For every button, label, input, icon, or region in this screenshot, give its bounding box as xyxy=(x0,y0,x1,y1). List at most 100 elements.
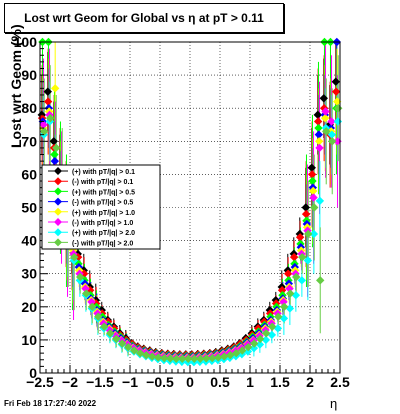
legend-label: (+) with pT/|q| > 0.5 xyxy=(72,189,135,196)
data-point xyxy=(309,229,319,239)
x-axis-label: η xyxy=(330,396,338,411)
data-point xyxy=(274,312,283,321)
y-tick-label: 50 xyxy=(21,200,37,216)
y-tick-label: 90 xyxy=(21,67,37,83)
data-point xyxy=(327,117,336,126)
data-point xyxy=(70,252,79,262)
data-point xyxy=(82,289,91,298)
data-point xyxy=(303,256,313,265)
data-point xyxy=(298,252,307,262)
legend: (+) with pT/|q| > 0.1 (-) with pT/|q| > 0… xyxy=(41,164,161,250)
y-tick-label: 30 xyxy=(21,266,37,282)
y-tick-label: 10 xyxy=(21,332,37,348)
data-point xyxy=(81,284,90,293)
data-point xyxy=(285,284,294,293)
legend-marker xyxy=(54,197,62,206)
x-tick-label: 2.5 xyxy=(330,374,350,390)
data-point xyxy=(124,342,133,352)
data-point xyxy=(130,346,139,355)
x-tick-label: −2.5 xyxy=(26,374,54,390)
data-point xyxy=(297,276,307,285)
data-point xyxy=(100,322,109,331)
data-point xyxy=(52,143,61,153)
data-point xyxy=(333,117,343,126)
x-tick-label: −0.5 xyxy=(146,374,174,390)
data-point xyxy=(232,348,241,358)
data-point xyxy=(307,163,316,172)
data-point xyxy=(307,170,317,179)
legend-label: (-) with pT/|q| > 0.1 xyxy=(72,179,133,186)
y-tick-label: 70 xyxy=(21,133,37,149)
data-point xyxy=(94,312,103,321)
data-point xyxy=(328,137,337,146)
data-point xyxy=(50,84,60,93)
data-point xyxy=(301,209,311,219)
data-point xyxy=(289,252,299,262)
data-point xyxy=(319,94,328,103)
data-point xyxy=(172,354,181,363)
legend-label: (+) with pT/|q| > 0.1 xyxy=(72,169,135,176)
data-point xyxy=(308,186,318,196)
data-point xyxy=(87,297,96,307)
data-point xyxy=(268,322,277,331)
legend-label: (-) with pT/|q| > 0.5 xyxy=(72,200,133,207)
data-point xyxy=(292,272,301,282)
y-tick-label: 80 xyxy=(21,100,37,116)
y-axis-label: Lost wrt Geom (%) xyxy=(8,24,24,148)
data-point xyxy=(43,87,52,96)
data-point xyxy=(316,276,325,285)
data-point xyxy=(304,229,313,239)
x-tick-label: 1 xyxy=(246,374,254,390)
legend-label: (+) with pT/|q| > 2.0 xyxy=(72,230,135,237)
data-point xyxy=(261,335,271,345)
data-point xyxy=(310,203,319,212)
data-point xyxy=(214,353,223,362)
data-point xyxy=(202,354,211,363)
data-point xyxy=(331,77,340,86)
x-tick-label: 0.5 xyxy=(210,374,230,390)
legend-marker xyxy=(54,238,62,247)
data-point xyxy=(313,110,322,120)
data-point xyxy=(142,350,151,360)
legend-marker xyxy=(54,228,62,237)
data-point xyxy=(327,130,337,139)
data-point xyxy=(238,346,247,355)
data-point xyxy=(295,233,305,242)
y-tick-label: 20 xyxy=(21,299,37,315)
data-point xyxy=(106,329,115,338)
x-tick-label: 0 xyxy=(186,374,194,390)
data-point xyxy=(220,352,229,361)
data-point xyxy=(208,353,217,363)
data-point xyxy=(280,302,289,311)
legend-marker xyxy=(54,218,62,226)
data-point xyxy=(262,329,271,338)
data-point xyxy=(154,353,163,362)
data-point xyxy=(46,113,55,123)
data-point xyxy=(196,354,205,363)
legend-label: (+) with pT/|q| > 1.0 xyxy=(72,210,135,217)
data-point xyxy=(178,354,187,363)
data-point xyxy=(283,269,293,278)
legend-marker xyxy=(54,207,62,216)
y-tick-label: 100 xyxy=(14,34,38,50)
legend-marker xyxy=(54,167,62,175)
x-tick-label: −1 xyxy=(122,374,138,390)
data-point xyxy=(112,334,121,344)
data-point xyxy=(277,286,287,295)
data-point xyxy=(256,334,265,344)
data-point xyxy=(50,150,59,159)
legend-label: (-) with pT/|q| > 1.0 xyxy=(72,220,133,227)
data-point xyxy=(190,354,199,363)
data-point xyxy=(308,176,317,186)
data-point xyxy=(166,354,175,363)
x-tick-label: −1.5 xyxy=(86,374,114,390)
x-tick-label: −2 xyxy=(62,374,78,390)
y-tick-label: 0 xyxy=(29,365,37,381)
data-point xyxy=(148,352,157,361)
axes: −2.5 −2 −1.5 −1 −0.5 0 0.5 1 1.5 2 2.5 0 10 20 30 40 50 6… xyxy=(14,34,350,390)
data-point xyxy=(250,339,259,348)
y-tick-label: 40 xyxy=(21,233,37,249)
x-tick-label: 2 xyxy=(306,374,314,390)
data-point xyxy=(244,342,253,352)
